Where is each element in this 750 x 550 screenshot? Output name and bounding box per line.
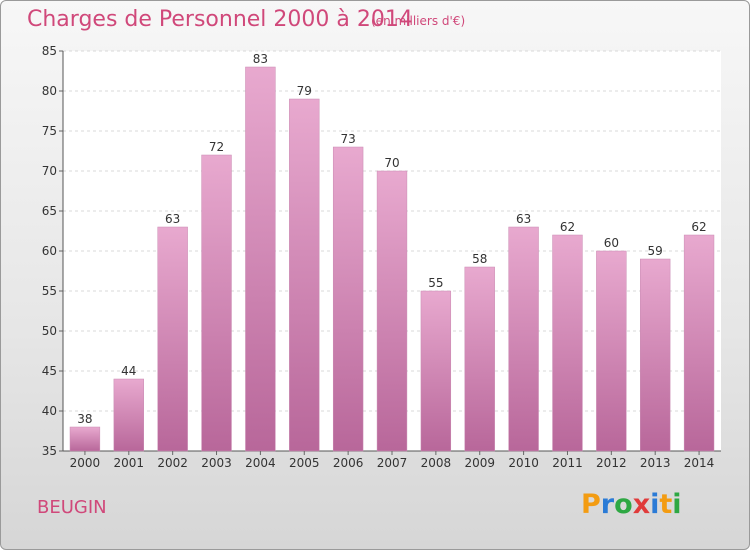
y-tick-label: 65 <box>42 204 57 218</box>
x-tick-label: 2014 <box>684 456 715 470</box>
bar <box>376 170 408 452</box>
bar <box>508 226 539 452</box>
data-label: 63 <box>516 212 531 226</box>
x-tick-label: 2007 <box>377 456 408 470</box>
y-tick-label: 45 <box>42 364 57 378</box>
data-label: 62 <box>691 220 706 234</box>
x-tick-label: 2009 <box>464 456 495 470</box>
data-label: 38 <box>77 412 92 426</box>
bar <box>157 226 188 452</box>
bar <box>69 426 101 452</box>
data-label: 60 <box>604 236 619 250</box>
logo-letter: r <box>600 489 615 520</box>
y-tick-label: 70 <box>42 164 57 178</box>
y-tick-label: 50 <box>42 324 57 338</box>
x-tick-label: 2005 <box>289 456 320 470</box>
data-label: 58 <box>472 252 487 266</box>
x-tick-label: 2008 <box>421 456 452 470</box>
x-tick-label: 2011 <box>552 456 583 470</box>
x-tick-label: 2000 <box>70 456 101 470</box>
x-tick-label: 2002 <box>157 456 188 470</box>
data-label: 83 <box>253 52 268 66</box>
logo-letter: x <box>632 489 651 520</box>
y-tick-label: 85 <box>42 44 57 58</box>
y-tick-label: 40 <box>42 404 57 418</box>
y-tick-label: 75 <box>42 124 57 138</box>
logo-letter: o <box>614 489 633 520</box>
bar <box>596 250 627 452</box>
x-tick-label: 2013 <box>640 456 671 470</box>
bar <box>420 290 452 452</box>
bar <box>332 146 364 452</box>
y-tick-label: 35 <box>42 444 57 458</box>
y-tick-label: 60 <box>42 244 57 258</box>
proxiti-logo: Proxiti <box>581 489 682 520</box>
y-tick-label: 55 <box>42 284 57 298</box>
x-tick-label: 2006 <box>333 456 364 470</box>
bar <box>552 234 583 452</box>
data-label: 62 <box>560 220 575 234</box>
data-label: 44 <box>121 364 136 378</box>
bar <box>289 98 320 452</box>
logo-letter: i <box>650 489 660 520</box>
logo-letter: t <box>659 489 673 520</box>
bar <box>201 154 232 452</box>
chart-subtitle: (en milliers d'€) <box>371 14 466 28</box>
bar <box>464 266 495 452</box>
bar <box>640 258 671 452</box>
commune-name: BEUGIN <box>37 497 107 518</box>
data-label: 72 <box>209 140 224 154</box>
bar <box>245 66 276 452</box>
bar <box>113 378 144 452</box>
x-tick-label: 2001 <box>114 456 145 470</box>
bar <box>683 234 715 452</box>
logo-letter: i <box>672 489 682 520</box>
x-tick-label: 2003 <box>201 456 232 470</box>
chart-title: Charges de Personnel 2000 à 2014 <box>27 7 413 32</box>
data-label: 70 <box>384 156 399 170</box>
data-label: 63 <box>165 212 180 226</box>
logo-letter: P <box>581 489 601 520</box>
data-label: 59 <box>648 244 663 258</box>
x-tick-label: 2012 <box>596 456 627 470</box>
data-label: 55 <box>428 276 443 290</box>
x-tick-label: 2004 <box>245 456 276 470</box>
data-label: 79 <box>297 84 312 98</box>
x-tick-label: 2010 <box>508 456 539 470</box>
y-tick-label: 80 <box>42 84 57 98</box>
data-label: 73 <box>340 132 355 146</box>
